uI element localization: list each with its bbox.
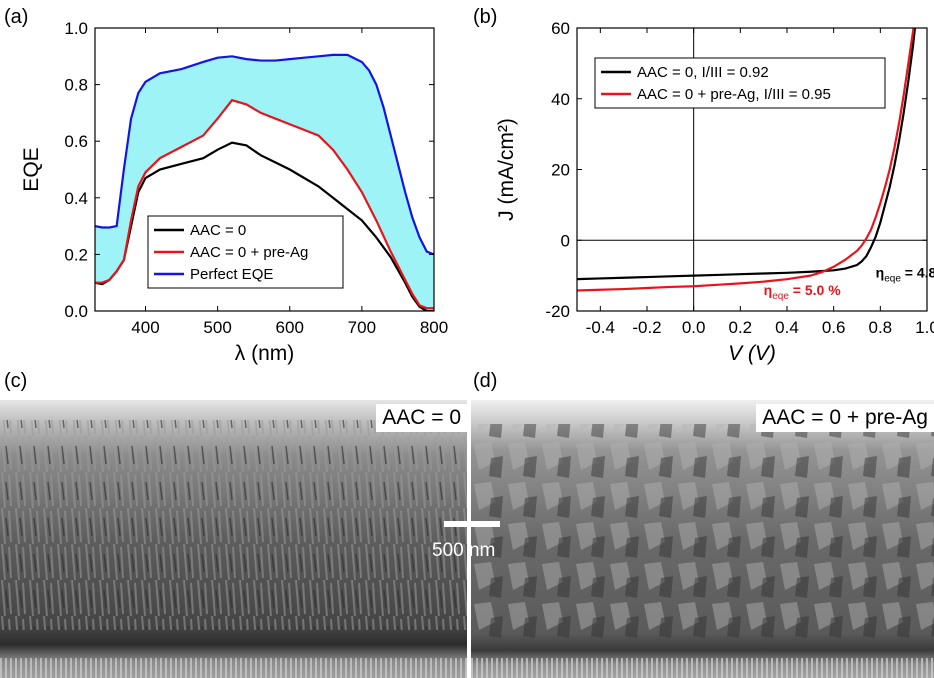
y-tick-label: 40 (551, 90, 570, 109)
scale-bar (444, 521, 500, 527)
y-tick-label: -20 (545, 302, 570, 321)
x-tick-label: -0.4 (586, 318, 615, 337)
series-line-1 (95, 98, 434, 310)
x-tick-label: 800 (420, 318, 448, 337)
sem-label-d: AAC = 0 + pre-Ag (756, 404, 934, 432)
y-axis-label: J (mA/cm²) (495, 118, 518, 221)
panel-label-d: (d) (473, 370, 498, 392)
panel-label-c: (c) (4, 370, 28, 392)
series-line-0 (577, 28, 917, 281)
y-tick-label: 0.6 (64, 132, 88, 151)
x-tick-label: 0.8 (869, 318, 893, 337)
sem-micrograph-c (0, 400, 467, 678)
x-tick-label: 0.6 (822, 318, 846, 337)
x-tick-label: 0.2 (729, 318, 753, 337)
y-tick-label: 60 (551, 19, 570, 38)
y-tick-label: 0.0 (64, 302, 88, 321)
annotation-1: ηeqe = 5.0 % (764, 282, 842, 302)
y-tick-label: 0.2 (64, 245, 88, 264)
sem-micrograph-d (471, 400, 934, 678)
panel-label-b: (b) (473, 6, 498, 28)
x-tick-label: 0.0 (682, 318, 706, 337)
sem-image-d: AAC = 0 + pre-Ag (471, 400, 934, 678)
chart-a: 400 500 600 700 800 0.0 0.2 0.4 0.6 0.8 1.0 λ (nm) E… (20, 19, 448, 365)
legend-entry-1: AAC = 0 + pre-Ag (190, 244, 308, 261)
y-axis-label: EQE (20, 147, 43, 191)
legend-entry-2: Perfect EQE (190, 266, 273, 283)
y-tick-label: 0.4 (64, 189, 88, 208)
annotation-0: ηeqe = 4.8 % (876, 264, 934, 284)
x-tick-label: 400 (131, 318, 159, 337)
y-tick-label: 1.0 (64, 19, 88, 38)
x-axis-label: V (V) (728, 342, 776, 365)
series-line-2 (95, 53, 434, 256)
series-line-1 (577, 28, 915, 292)
x-tick-label: 1.0 (915, 318, 934, 337)
x-tick-label: 500 (203, 318, 231, 337)
chart-b: -0.4 -0.2 0.0 0.2 0.4 0.6 0.8 1.0 -20 0 20 40 60 V (V… (495, 19, 934, 365)
sem-image-c: AAC = 0 (0, 400, 467, 678)
legend-box (594, 57, 886, 109)
x-tick-label: 700 (348, 318, 376, 337)
x-tick-label: 600 (276, 318, 304, 337)
x-tick-label: 0.4 (775, 318, 799, 337)
x-axis-label: λ (nm) (235, 342, 295, 365)
sem-label-c: AAC = 0 (376, 404, 467, 432)
x-tick-label: -0.2 (632, 318, 661, 337)
scale-bar-label: 500 nm (432, 540, 496, 561)
y-tick-label: 20 (551, 161, 570, 180)
legend-entry-1: AAC = 0 + pre-Ag, I/III = 0.95 (637, 86, 831, 103)
panel-label-a: (a) (4, 6, 29, 28)
legend-entry-0: AAC = 0 (190, 222, 246, 239)
fill-between-area (95, 54, 434, 309)
legend-entry-0: AAC = 0, I/III = 0.92 (637, 64, 769, 81)
y-tick-label: 0 (561, 231, 570, 250)
plot-frame (94, 27, 435, 312)
y-tick-label: 0.8 (64, 76, 88, 95)
